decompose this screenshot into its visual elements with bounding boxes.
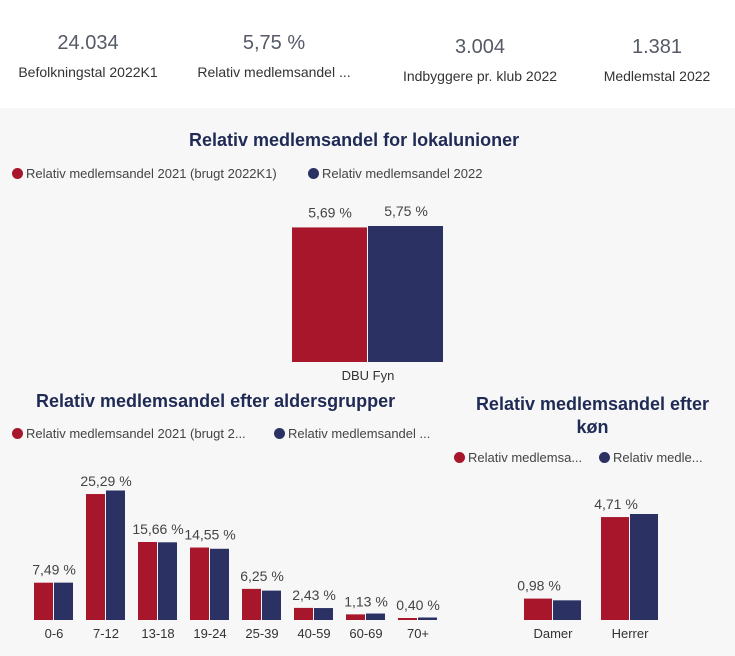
bar-25-39-s1[interactable] (242, 588, 261, 620)
x-tick-label: 25-39 (245, 626, 278, 641)
data-label: 14,55 % (184, 527, 235, 543)
legend-item-2021[interactable]: Relativ medlemsandel 2021 (brugt 2... (12, 426, 246, 441)
legend-label: Relativ medlemsa... (468, 450, 583, 465)
bar-dbu-fyn-s2[interactable] (368, 226, 443, 362)
legend-label: Relativ medlemsandel 2021 (brugt 2022K1) (26, 166, 277, 181)
kpi-label: Befolkningstal 2022K1 (18, 64, 158, 80)
bar-damer-s2[interactable] (553, 600, 581, 620)
chart-lokalunioner-plot: 5,69 % 5,75 % DBU Fyn (292, 203, 443, 383)
kpi-label: Indbyggere pr. klub 2022 (402, 68, 558, 84)
x-tick-label: Damer (533, 626, 573, 641)
kpi-value: 1.381 (631, 36, 683, 58)
kpi-value: 3.004 (454, 36, 506, 58)
legend-item-2022[interactable]: Relativ medle... (599, 450, 703, 465)
data-label: 5,75 % (384, 203, 428, 219)
legend-dot-red (454, 452, 465, 463)
legend-dot-red (12, 168, 23, 179)
bar-40-59-s2[interactable] (314, 608, 333, 620)
x-tick-label: 60-69 (349, 626, 382, 641)
data-label: 1,13 % (344, 593, 388, 609)
bar-herrer-s1[interactable] (601, 517, 629, 620)
chart-koen: Relativ medlemsandel efter køn Relativ m… (450, 384, 735, 656)
legend-dot-red (12, 428, 23, 439)
bar-0-6-s2[interactable] (54, 582, 73, 620)
kpi-card-members: 1.381 Medlemstal 2022 (590, 36, 724, 84)
legend-item-2021[interactable]: Relativ medlemsa... (454, 450, 582, 465)
x-tick-label: 7-12 (93, 626, 119, 641)
bar-herrer-s2[interactable] (630, 514, 658, 620)
legend-label: Relativ medlemsandel 2022 (322, 166, 483, 181)
x-tick-label: 13-18 (141, 626, 174, 641)
data-label: 0,40 % (396, 597, 440, 613)
bar-19-24-s1[interactable] (190, 547, 209, 620)
chart-title: Relativ medlemsandel efter køn (450, 393, 735, 439)
chart-lokalunioner: Relativ medlemsandel for lokalunioner Re… (0, 120, 735, 390)
x-tick-label: DBU Fyn (342, 368, 395, 383)
legend-dot-navy (599, 452, 610, 463)
x-tick-label: 40-59 (297, 626, 330, 641)
bar-damer-s1[interactable] (524, 598, 552, 620)
data-label: 25,29 % (80, 473, 131, 489)
legend-dot-navy (274, 428, 285, 439)
legend-label: Relativ medlemsandel ... (288, 426, 431, 441)
kpi-value: 5,75 % (242, 32, 306, 54)
x-tick-label: Herrer (612, 626, 650, 641)
kpi-strip: 24.034 Befolkningstal 2022K1 5,75 % Rela… (0, 0, 735, 108)
legend-item-2022[interactable]: Relativ medlemsandel ... (274, 426, 430, 441)
chart-title-line: køn (576, 417, 609, 437)
bar-7-12-s1[interactable] (86, 494, 105, 620)
data-label: 4,71 % (594, 496, 638, 512)
bar-70+-s1[interactable] (398, 618, 417, 620)
bar-60-69-s2[interactable] (366, 613, 385, 620)
x-tick-label: 0-6 (45, 626, 64, 641)
kpi-card-population: 24.034 Befolkningstal 2022K1 (0, 32, 176, 80)
data-label: 15,66 % (132, 521, 183, 537)
bar-70+-s2[interactable] (418, 617, 437, 620)
kpi-label: Medlemstal 2022 (603, 68, 711, 84)
bar-40-59-s1[interactable] (294, 607, 313, 620)
bar-7-12-s2[interactable] (106, 490, 125, 620)
x-tick-label: 70+ (407, 626, 429, 641)
bar-60-69-s1[interactable] (346, 614, 365, 620)
x-tick-label: 19-24 (193, 626, 226, 641)
legend-label: Relativ medle... (613, 450, 703, 465)
bar-19-24-s2[interactable] (210, 548, 229, 620)
kpi-card-member-share: 5,75 % Relativ medlemsandel ... (178, 32, 370, 80)
legend-item-2022[interactable]: Relativ medlemsandel 2022 (308, 166, 482, 181)
data-label: 2,43 % (292, 587, 336, 603)
chart-title: Relativ medlemsandel efter aldersgrupper (36, 391, 396, 411)
kpi-label: Relativ medlemsandel ... (197, 64, 351, 80)
chart-aldersgrupper-plot: 7,49 % 0-6 25,29 % 7-12 15,66 % 13-18 14,55 % 1… (32, 473, 440, 641)
data-label: 5,69 % (308, 204, 352, 220)
kpi-value: 24.034 (57, 32, 119, 54)
bar-dbu-fyn-s1[interactable] (292, 227, 367, 362)
data-label: 0,98 % (517, 578, 561, 594)
chart-title: Relativ medlemsandel for lokalunioner (189, 130, 520, 150)
data-label: 6,25 % (240, 568, 284, 584)
legend-dot-navy (308, 168, 319, 179)
bar-0-6-s1[interactable] (34, 582, 53, 620)
chart-koen-plot: 0,98 % Damer 4,71 % Herrer (517, 496, 658, 641)
bar-25-39-s2[interactable] (262, 590, 281, 620)
kpi-card-residents-per-club: 3.004 Indbyggere pr. klub 2022 (384, 36, 576, 84)
data-label: 7,49 % (32, 562, 76, 578)
legend-label: Relativ medlemsandel 2021 (brugt 2... (26, 426, 246, 441)
bar-13-18-s2[interactable] (158, 542, 177, 620)
bar-13-18-s1[interactable] (138, 541, 157, 620)
legend-item-2021[interactable]: Relativ medlemsandel 2021 (brugt 2022K1) (12, 166, 277, 181)
chart-aldersgrupper: Relativ medlemsandel efter aldersgrupper… (0, 384, 450, 656)
chart-title-line: Relativ medlemsandel efter (475, 394, 710, 414)
